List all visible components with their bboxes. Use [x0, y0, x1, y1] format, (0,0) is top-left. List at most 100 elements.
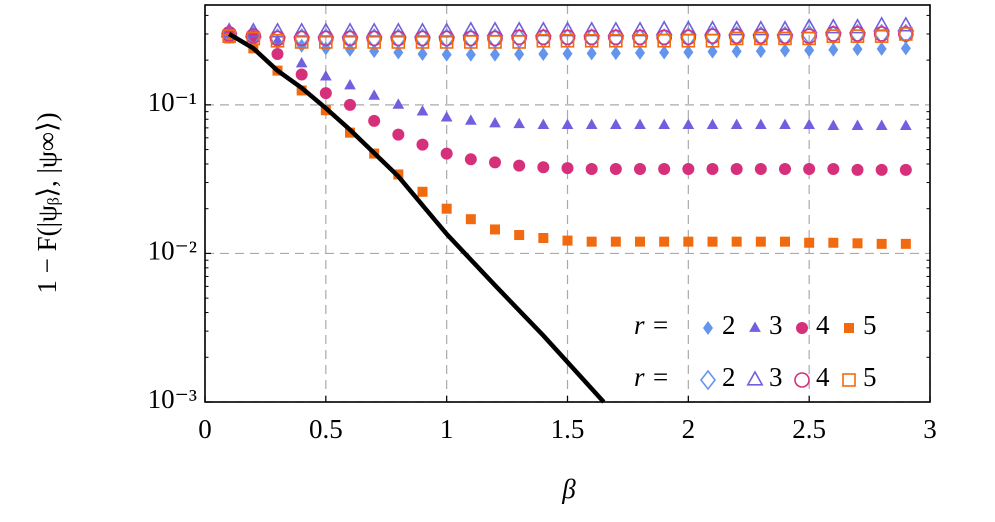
marker: [560, 33, 575, 48]
marker: [728, 20, 746, 36]
marker: [609, 118, 622, 130]
x-tick-label: 1: [440, 414, 454, 444]
marker: [683, 236, 694, 247]
marker: [511, 29, 527, 46]
marker: [464, 35, 478, 49]
marker: [319, 70, 332, 81]
x-axis-label: β: [561, 474, 576, 504]
legend-label: 5: [863, 362, 877, 392]
marker: [344, 98, 356, 111]
marker: [897, 16, 915, 32]
marker: [514, 230, 525, 241]
marker: [705, 33, 720, 48]
marker: [537, 161, 550, 174]
marker: [828, 42, 839, 57]
marker: [463, 30, 479, 47]
marker: [706, 163, 719, 176]
marker: [441, 203, 452, 214]
marker: [368, 114, 381, 127]
marker: [221, 26, 237, 42]
marker: [538, 233, 549, 244]
marker: [417, 46, 428, 61]
marker: [293, 30, 310, 47]
marker: [583, 21, 601, 37]
marker: [704, 28, 721, 44]
x-tick-label: 2: [682, 414, 696, 444]
marker: [900, 238, 911, 249]
marker: [319, 35, 333, 49]
x-tick-label: 0.5: [309, 414, 343, 444]
marker: [849, 26, 866, 42]
marker: [392, 128, 405, 141]
marker: [561, 162, 574, 175]
marker: [538, 46, 549, 61]
marker: [682, 118, 695, 130]
marker: [489, 156, 501, 169]
marker: [899, 119, 912, 130]
marker: [777, 28, 793, 44]
marker: [344, 78, 356, 90]
marker: [828, 237, 839, 248]
marker: [804, 237, 815, 248]
marker: [827, 119, 840, 130]
marker: [875, 119, 888, 130]
marker: [414, 30, 431, 47]
marker: [417, 186, 428, 197]
marker: [874, 29, 889, 43]
marker: [707, 236, 718, 247]
legend-label: 2: [722, 310, 736, 340]
marker: [393, 45, 404, 60]
marker: [876, 238, 887, 249]
marker: [634, 118, 646, 130]
legend-prefix: r =: [634, 310, 669, 340]
marker: [635, 45, 645, 60]
marker: [746, 370, 764, 386]
marker: [780, 236, 790, 247]
marker: [804, 43, 815, 58]
marker: [659, 45, 670, 60]
marker: [729, 31, 744, 46]
marker: [849, 23, 866, 45]
marker: [345, 42, 355, 57]
marker: [802, 31, 816, 46]
marker: [271, 47, 284, 60]
legend-label: 3: [769, 362, 783, 392]
marker: [535, 29, 552, 46]
marker: [731, 44, 742, 59]
marker: [681, 33, 696, 48]
y-tick-label: 10⁻²: [148, 236, 197, 266]
marker: [465, 214, 476, 225]
marker: [876, 41, 887, 56]
y-tick-label: 10⁻³: [148, 384, 197, 414]
marker: [609, 163, 622, 176]
marker: [703, 321, 713, 335]
marker: [513, 159, 526, 172]
y-tick-label: 10⁻¹: [148, 87, 197, 117]
marker: [269, 30, 286, 47]
marker: [534, 21, 552, 37]
marker: [294, 35, 309, 49]
marker: [610, 236, 621, 247]
x-tick-label: 3: [923, 414, 937, 444]
marker: [441, 47, 452, 62]
marker: [487, 30, 503, 47]
legend-label: 4: [816, 310, 830, 340]
marker: [537, 118, 550, 130]
marker: [342, 30, 358, 47]
marker: [465, 47, 476, 62]
marker: [634, 163, 646, 176]
marker: [583, 29, 600, 46]
marker: [367, 35, 381, 49]
marker: [488, 35, 502, 49]
marker: [706, 118, 719, 130]
marker: [754, 163, 767, 176]
marker: [513, 117, 526, 129]
marker: [368, 89, 381, 100]
marker: [536, 33, 551, 48]
marker: [610, 46, 621, 61]
marker: [752, 20, 770, 36]
marker: [850, 29, 865, 43]
marker: [659, 236, 670, 247]
marker: [707, 44, 718, 59]
